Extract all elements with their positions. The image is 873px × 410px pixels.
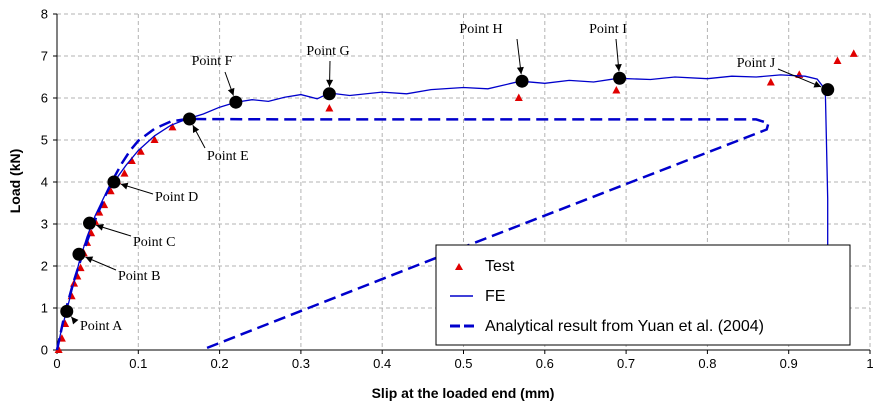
point-j-arrowhead: [813, 81, 822, 88]
y-tick-label: 6: [41, 91, 48, 106]
y-tick-label: 4: [41, 175, 48, 190]
point-d-arrowhead: [120, 182, 129, 190]
analytical-line: [55, 117, 770, 352]
point-f-marker: [229, 95, 243, 109]
y-tick-label: 2: [41, 259, 48, 274]
x-tick-label: 0.6: [536, 356, 554, 371]
test-marker: [106, 186, 115, 195]
point-e-arrowhead: [192, 125, 200, 133]
legend-label-analytical: Analytical result from Yuan et al. (2004…: [485, 318, 764, 335]
x-tick-label: 0.8: [698, 356, 716, 371]
test-marker: [325, 104, 334, 112]
tick-labels: 0 0.1 0.2 0.3 0.4 0.5 0.6 0.7 0.8 0.9 1 0 1 2 3 4 5 6 7 8: [41, 7, 873, 372]
x-axis-title: Slip at the loaded end (mm): [372, 385, 555, 401]
test-marker: [87, 228, 96, 237]
point-i-marker: [613, 71, 627, 85]
point-e-label: Point E: [207, 149, 249, 164]
test-marker: [168, 122, 177, 131]
test-marker: [120, 169, 129, 177]
point-b-label: Point B: [118, 269, 160, 284]
x-tick-label: 0.1: [129, 356, 147, 371]
point-f-arrowhead: [227, 87, 235, 96]
test-marker: [766, 77, 775, 86]
point-j-arrow: [777, 68, 822, 88]
y-tick-label: 8: [41, 7, 48, 22]
point-a-marker: [60, 304, 74, 318]
x-tick-label: 0.4: [373, 356, 391, 371]
point-d-label: Point D: [155, 190, 198, 205]
point-c-label: Point C: [133, 235, 175, 250]
test-marker: [150, 135, 159, 143]
point-a-arrowhead: [71, 316, 79, 325]
point-f-label: Point F: [192, 54, 233, 69]
point-c-arrowhead: [96, 223, 104, 231]
point-g-label: Point G: [306, 44, 349, 59]
legend-box: [435, 244, 851, 346]
point-d-marker: [107, 175, 121, 189]
y-tick-label: 7: [41, 49, 48, 64]
point-g-marker: [322, 87, 336, 101]
y-tick-label: 5: [41, 133, 48, 148]
point-g-arrowhead: [326, 79, 334, 87]
legend: Test FE Analytical result from Yuan et a…: [435, 244, 851, 346]
x-tick-label: 0: [53, 356, 60, 371]
x-tick-label: 1: [866, 356, 873, 371]
x-tick-label: 0.7: [617, 356, 635, 371]
legend-marker-test: [455, 263, 463, 270]
point-h-label: Point H: [459, 22, 502, 37]
test-marker: [54, 345, 63, 353]
point-c-marker: [83, 216, 97, 230]
point-b-arrowhead: [85, 256, 94, 263]
x-tick-label: 0.9: [780, 356, 798, 371]
legend-label-test: Test: [485, 258, 515, 275]
test-marker: [136, 147, 145, 155]
test-marker: [849, 49, 858, 57]
point-i-arrowhead: [614, 63, 622, 72]
x-tick-label: 0.2: [211, 356, 229, 371]
point-b-marker: [72, 247, 86, 261]
point-j-marker: [821, 83, 835, 97]
x-tick-label: 0.3: [292, 356, 310, 371]
point-h-arrowhead: [516, 66, 524, 75]
y-tick-label: 3: [41, 217, 48, 232]
y-tick-label: 1: [41, 301, 48, 316]
test-marker: [612, 85, 621, 94]
point-a-label: Point A: [80, 319, 123, 334]
point-e-marker: [183, 112, 197, 126]
point-j-label: Point J: [737, 56, 776, 71]
legend-label-fe: FE: [485, 288, 505, 305]
point-i-label: Point I: [589, 22, 627, 37]
y-axis-title: Load (kN): [7, 149, 23, 214]
y-tick-label: 0: [41, 343, 48, 358]
key-points: Point A Point B Point C Point D Point E Point…: [60, 22, 835, 334]
point-h-marker: [515, 74, 529, 88]
test-marker: [833, 56, 842, 65]
test-marker: [514, 93, 523, 101]
x-tick-label: 0.5: [454, 356, 472, 371]
test-marker: [127, 156, 136, 164]
